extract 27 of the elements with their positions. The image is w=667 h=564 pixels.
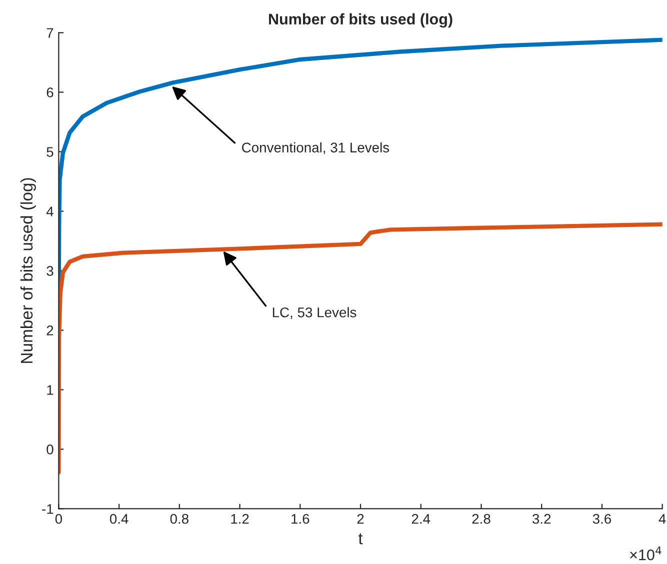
- x-tick-label: 2: [357, 514, 364, 524]
- x-tick-label: 0.4: [110, 514, 128, 524]
- x-tick-label: 3.2: [532, 514, 551, 524]
- x-axis-title: t: [358, 533, 363, 544]
- annotation: LC, 53 Levels: [272, 307, 356, 319]
- y-tick-label: 6: [46, 88, 54, 98]
- x-tick-label: 2.4: [412, 514, 430, 524]
- annotation: Conventional, 31 Levels: [242, 142, 390, 154]
- x-tick-label: 1.2: [231, 514, 249, 524]
- x-tick-label: 2.8: [472, 514, 490, 524]
- y-tick-label: 2: [46, 326, 54, 336]
- y-tick-label: 1: [47, 385, 54, 395]
- y-tick-label: 5: [46, 147, 54, 157]
- x-tick-label: 0: [55, 514, 62, 524]
- y-tick-label: 0: [46, 444, 54, 454]
- y-tick-label: 7: [46, 28, 54, 38]
- text: ×10$^{4}$: [630, 546, 662, 560]
- chart-title: Number of bits used (log): [269, 13, 452, 28]
- y-tick-label: 4: [46, 206, 54, 216]
- y-axis-title: Number of bits used (log): [20, 178, 36, 363]
- x-tick-label: 4: [658, 514, 666, 524]
- y-tick-label: -1: [42, 504, 54, 514]
- y-tick-label: 3: [46, 266, 54, 276]
- line-series: [58, 222, 662, 475]
- x-tick-label: 0.8: [170, 514, 188, 524]
- x-tick-label: 3.6: [592, 514, 612, 524]
- x-tick-label: 1.6: [292, 514, 310, 524]
